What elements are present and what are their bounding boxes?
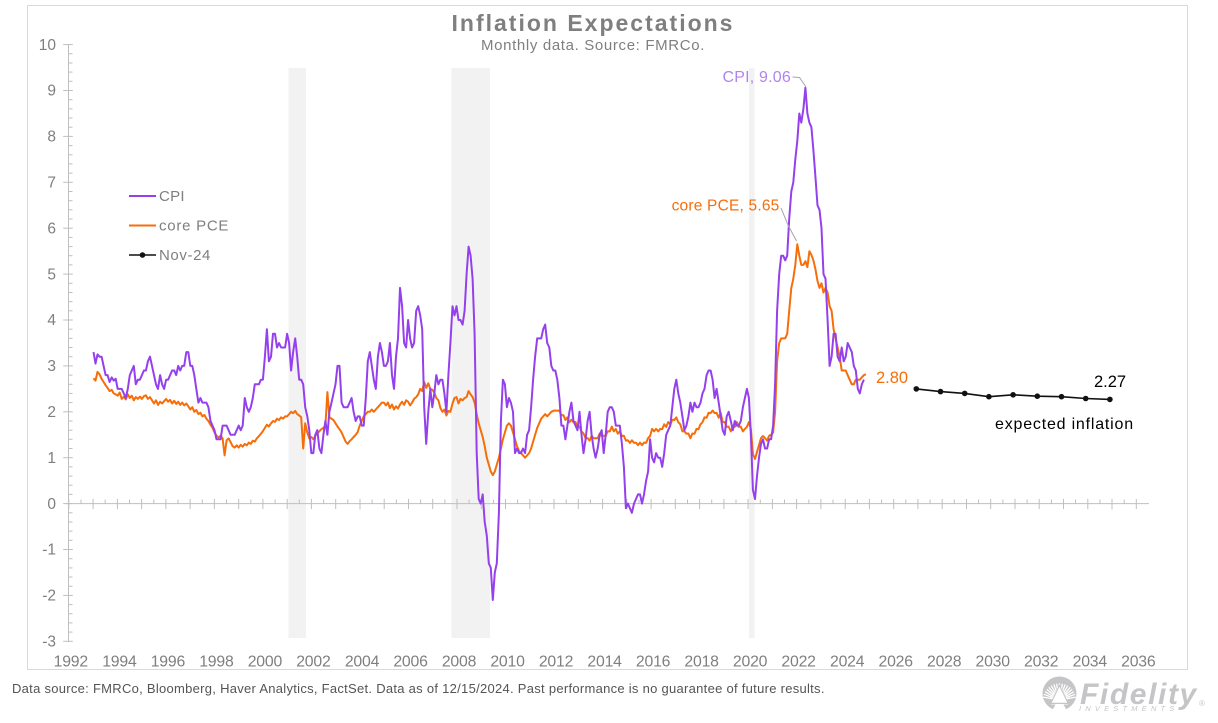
svg-text:1: 1 bbox=[47, 450, 56, 467]
svg-text:2030: 2030 bbox=[976, 653, 1011, 670]
svg-text:1992: 1992 bbox=[54, 653, 88, 670]
svg-text:1994: 1994 bbox=[102, 653, 137, 670]
svg-text:2024: 2024 bbox=[830, 653, 865, 670]
svg-text:Monthly data. Source: FMRCo.: Monthly data. Source: FMRCo. bbox=[481, 37, 705, 54]
svg-text:core PCE: core PCE bbox=[159, 218, 229, 235]
svg-text:Inflation Expectations: Inflation Expectations bbox=[452, 10, 735, 36]
svg-text:Data source: FMRCo, Bloomberg,: Data source: FMRCo, Bloomberg, Haver Ana… bbox=[12, 681, 825, 696]
svg-text:2.80: 2.80 bbox=[876, 369, 908, 387]
svg-text:2002: 2002 bbox=[296, 653, 330, 670]
svg-text:expected inflation: expected inflation bbox=[995, 416, 1134, 433]
svg-text:9: 9 bbox=[47, 83, 56, 100]
svg-text:INVESTMENTS: INVESTMENTS bbox=[1079, 704, 1179, 713]
svg-text:2016: 2016 bbox=[636, 653, 671, 670]
svg-text:Nov-24: Nov-24 bbox=[159, 247, 211, 264]
svg-text:Fidelity: Fidelity bbox=[1080, 678, 1198, 711]
svg-text:10: 10 bbox=[39, 37, 57, 54]
svg-text:5: 5 bbox=[47, 266, 56, 283]
svg-text:2020: 2020 bbox=[733, 653, 768, 670]
svg-text:2022: 2022 bbox=[781, 653, 815, 670]
svg-text:2014: 2014 bbox=[587, 653, 622, 670]
svg-text:2012: 2012 bbox=[539, 653, 573, 670]
svg-text:0: 0 bbox=[47, 496, 56, 513]
svg-text:2.27: 2.27 bbox=[1094, 373, 1126, 391]
svg-text:4: 4 bbox=[47, 312, 56, 329]
svg-text:2004: 2004 bbox=[345, 653, 380, 670]
svg-text:1996: 1996 bbox=[151, 653, 186, 670]
svg-text:core PCE, 5.65: core PCE, 5.65 bbox=[672, 198, 780, 215]
svg-text:2036: 2036 bbox=[1121, 653, 1156, 670]
svg-text:CPI: CPI bbox=[159, 188, 185, 205]
svg-text:2028: 2028 bbox=[927, 653, 962, 670]
svg-text:2000: 2000 bbox=[248, 653, 283, 670]
svg-text:2032: 2032 bbox=[1024, 653, 1058, 670]
svg-text:6: 6 bbox=[47, 220, 56, 237]
svg-text:3: 3 bbox=[47, 358, 56, 375]
svg-text:2010: 2010 bbox=[490, 653, 525, 670]
svg-text:2: 2 bbox=[47, 404, 56, 421]
svg-text:-1: -1 bbox=[42, 542, 56, 559]
svg-text:1998: 1998 bbox=[199, 653, 234, 670]
svg-text:2008: 2008 bbox=[442, 653, 477, 670]
svg-text:2018: 2018 bbox=[684, 653, 719, 670]
svg-text:CPI, 9.06: CPI, 9.06 bbox=[722, 69, 791, 86]
svg-text:®: ® bbox=[1199, 699, 1205, 708]
svg-text:2026: 2026 bbox=[879, 653, 914, 670]
svg-text:2034: 2034 bbox=[1073, 653, 1108, 670]
svg-text:7: 7 bbox=[47, 175, 56, 192]
svg-text:2006: 2006 bbox=[393, 653, 428, 670]
svg-text:8: 8 bbox=[47, 129, 56, 146]
svg-text:-3: -3 bbox=[42, 634, 56, 651]
svg-text:-2: -2 bbox=[42, 588, 56, 605]
